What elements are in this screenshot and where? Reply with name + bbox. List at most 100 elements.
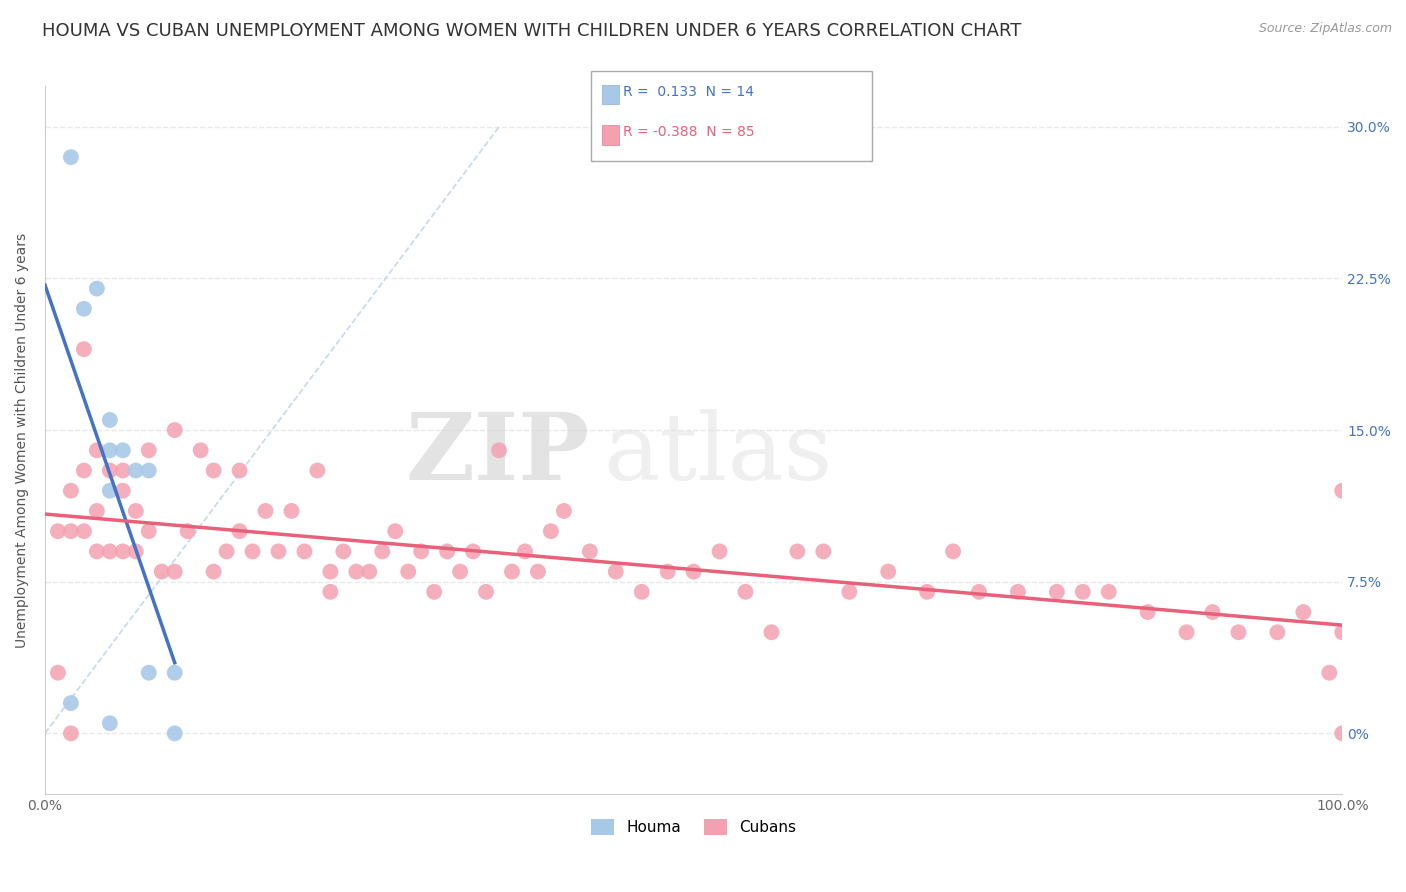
Point: [86, 504, 108, 518]
Point: [579, 544, 602, 558]
Point: [150, 565, 173, 579]
Point: [813, 544, 835, 558]
Point: [1046, 584, 1069, 599]
Point: [1201, 605, 1223, 619]
Text: HOUMA VS CUBAN UNEMPLOYMENT AMONG WOMEN WITH CHILDREN UNDER 6 YEARS CORRELATION : HOUMA VS CUBAN UNEMPLOYMENT AMONG WOMEN …: [42, 22, 1022, 40]
Point: [449, 565, 471, 579]
Point: [1071, 584, 1094, 599]
Point: [1098, 584, 1121, 599]
Point: [163, 665, 186, 680]
Point: [163, 565, 186, 579]
Point: [202, 565, 225, 579]
Point: [86, 281, 108, 295]
Point: [838, 584, 860, 599]
Point: [1331, 483, 1354, 498]
Text: R =  0.133  N = 14: R = 0.133 N = 14: [623, 85, 754, 99]
Point: [190, 443, 212, 458]
Point: [709, 544, 731, 558]
Point: [371, 544, 394, 558]
Point: [98, 544, 121, 558]
Point: [138, 463, 160, 477]
Point: [942, 544, 965, 558]
Point: [215, 544, 238, 558]
Point: [98, 413, 121, 427]
Point: [98, 443, 121, 458]
Point: [59, 726, 82, 740]
Point: [242, 544, 264, 558]
Point: [384, 524, 406, 538]
Point: [605, 565, 627, 579]
Point: [501, 565, 523, 579]
Point: [1292, 605, 1315, 619]
Point: [73, 301, 96, 316]
Point: [1136, 605, 1159, 619]
Point: [475, 584, 498, 599]
Point: [267, 544, 290, 558]
Point: [359, 565, 381, 579]
Point: [307, 463, 329, 477]
Point: [138, 524, 160, 538]
Point: [73, 463, 96, 477]
Point: [280, 504, 302, 518]
Point: [111, 483, 134, 498]
Legend: Houma, Cubans: Houma, Cubans: [583, 812, 804, 843]
Text: R = -0.388  N = 85: R = -0.388 N = 85: [623, 125, 755, 139]
Point: [344, 565, 367, 579]
Point: [46, 524, 69, 538]
Point: [98, 483, 121, 498]
Point: [657, 565, 679, 579]
Point: [98, 463, 121, 477]
Point: [254, 504, 277, 518]
Point: [1267, 625, 1289, 640]
Point: [423, 584, 446, 599]
Point: [202, 463, 225, 477]
Point: [967, 584, 990, 599]
Point: [319, 584, 342, 599]
Point: [59, 150, 82, 164]
Text: atlas: atlas: [603, 409, 832, 500]
Point: [125, 463, 148, 477]
Point: [461, 544, 484, 558]
Point: [411, 544, 433, 558]
Point: [877, 565, 900, 579]
Point: [630, 584, 652, 599]
Point: [228, 524, 250, 538]
Point: [396, 565, 419, 579]
Point: [915, 584, 938, 599]
Point: [682, 565, 704, 579]
Point: [111, 544, 134, 558]
Point: [436, 544, 458, 558]
Point: [1227, 625, 1250, 640]
Point: [138, 443, 160, 458]
Point: [332, 544, 354, 558]
Point: [86, 443, 108, 458]
Point: [553, 504, 575, 518]
Point: [294, 544, 316, 558]
Point: [319, 565, 342, 579]
Point: [46, 665, 69, 680]
Point: [59, 483, 82, 498]
Point: [73, 524, 96, 538]
Point: [761, 625, 783, 640]
Point: [138, 665, 160, 680]
Text: Source: ZipAtlas.com: Source: ZipAtlas.com: [1258, 22, 1392, 36]
Point: [111, 443, 134, 458]
Point: [228, 463, 250, 477]
Point: [1331, 625, 1354, 640]
Point: [1317, 665, 1340, 680]
Point: [59, 696, 82, 710]
Point: [540, 524, 562, 538]
Point: [527, 565, 550, 579]
Point: [163, 423, 186, 437]
Point: [786, 544, 808, 558]
Point: [163, 726, 186, 740]
Point: [125, 544, 148, 558]
Point: [73, 342, 96, 356]
Point: [1331, 726, 1354, 740]
Point: [59, 524, 82, 538]
Point: [86, 544, 108, 558]
Point: [488, 443, 510, 458]
Point: [176, 524, 198, 538]
Point: [1175, 625, 1198, 640]
Point: [111, 463, 134, 477]
